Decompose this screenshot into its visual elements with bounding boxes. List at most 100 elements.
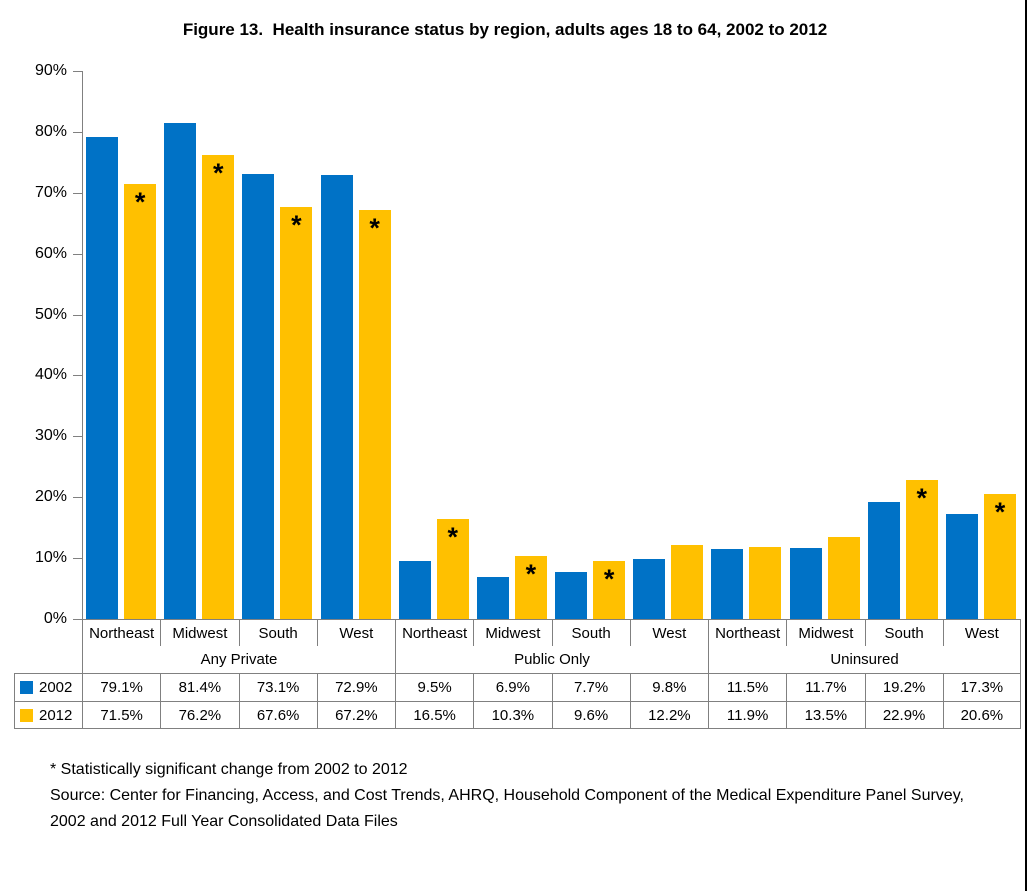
bar-2012-midwest: *: [514, 556, 547, 619]
table-value-2002: 9.8%: [629, 673, 708, 701]
bar-column-west-3: *: [317, 71, 395, 619]
y-axis-tick-label: 80%: [34, 122, 67, 140]
y-axis-tick-mark: [73, 375, 82, 377]
table-value-2002: 7.7%: [551, 673, 630, 701]
significance-asterisk: *: [447, 521, 459, 552]
y-axis-tick-mark: [73, 131, 82, 133]
table-region-header: Northeast: [708, 619, 787, 646]
legend-swatch-2002: [20, 681, 33, 694]
y-axis-tick-label: 10%: [34, 549, 67, 567]
data-table: Northeast Midwest South West Northeast Midwes…: [14, 619, 1021, 729]
y-axis-tick-mark: [73, 314, 82, 316]
bar-column-northeast-8: [707, 71, 785, 619]
table-value-2002: 11.5%: [708, 673, 787, 701]
table-value-2012: 20.6%: [942, 701, 1021, 729]
y-axis-tick-mark: [73, 192, 82, 194]
table-legend-2012: 2012: [14, 701, 82, 729]
bar-column-northeast-4: *: [395, 71, 473, 619]
y-axis-tick-mark: [73, 71, 82, 72]
bar-2012-northeast: *: [124, 183, 157, 619]
y-axis-tick-label: 0%: [43, 610, 67, 627]
table-value-2002: 19.2%: [864, 673, 943, 701]
table-group-header: Uninsured: [708, 646, 1021, 673]
table-value-2012: 71.5%: [82, 701, 161, 729]
table-value-2012: 22.9%: [864, 701, 943, 729]
table-region-header: West: [629, 619, 708, 646]
table-value-2012: 9.6%: [551, 701, 630, 729]
legend-swatch-2012: [20, 708, 33, 722]
source-note: Source: Center for Financing, Access, an…: [50, 787, 964, 830]
table-value-2012: 76.2%: [160, 701, 239, 729]
table-region-header: West: [316, 619, 395, 646]
y-axis-tick-label: 60%: [34, 244, 67, 262]
bar-2002-midwest: [789, 547, 822, 619]
bar-2012-south: *: [905, 479, 938, 619]
table-value-2012: 67.6%: [238, 701, 317, 729]
chart-area: 90% 80% 70% 60% 50% 40% 30% 20% 10% 0% * * * * * * * * *: [34, 62, 1020, 627]
significance-asterisk: *: [916, 482, 928, 513]
table-value-2012: 12.2%: [629, 701, 708, 729]
y-axis-tick-mark: [73, 619, 82, 620]
table-value-2002: 73.1%: [238, 673, 317, 701]
y-axis-tick-label: 40%: [34, 366, 67, 384]
table-value-2002: 17.3%: [942, 673, 1021, 701]
table-value-2012: 16.5%: [395, 701, 474, 729]
significance-asterisk: *: [134, 186, 146, 217]
table-legend-2002: 2002: [14, 673, 82, 701]
table-region-header: South: [551, 619, 630, 646]
bar-2002-northeast: [398, 561, 431, 619]
bar-2002-midwest: [164, 123, 197, 619]
bar-column-west-7: [629, 71, 707, 619]
table-value-2002: 81.4%: [160, 673, 239, 701]
y-axis-tick-label: 90%: [34, 62, 67, 79]
bar-column-midwest-5: *: [473, 71, 551, 619]
table-region-header: South: [864, 619, 943, 646]
bar-2002-west: [320, 175, 353, 619]
bar-2012-northeast: *: [436, 518, 469, 619]
significance-asterisk: *: [291, 210, 302, 241]
table-value-2002: 6.9%: [473, 673, 552, 701]
table-group-header: Public Only: [395, 646, 708, 673]
table-value-2012: 13.5%: [786, 701, 865, 729]
legend-label-2012: 2012: [39, 706, 73, 724]
y-axis-line: [82, 71, 83, 619]
bar-2002-west: [945, 513, 978, 619]
bar-column-south-10: *: [864, 71, 942, 619]
bar-2012-west: [671, 544, 704, 619]
bar-2002-northeast: [86, 137, 119, 619]
table-value-2012: 11.9%: [708, 701, 787, 729]
bar-column-south-6: *: [551, 71, 629, 619]
bar-2012-midwest: [827, 536, 860, 619]
significance-asterisk: *: [994, 496, 1006, 527]
bar-column-south-2: *: [238, 71, 316, 619]
y-axis-tick-label: 70%: [34, 183, 67, 201]
table-region-header: South: [238, 619, 317, 646]
bar-2012-west: *: [983, 493, 1016, 619]
y-axis-tick-label: 20%: [34, 488, 67, 506]
y-axis-tick-mark: [73, 497, 82, 499]
bar-2012-west: *: [358, 209, 391, 619]
significance-asterisk: *: [603, 563, 615, 594]
bar-2002-west: [633, 559, 666, 619]
y-axis-tick-label: 50%: [34, 305, 67, 323]
table-value-2012: 67.2%: [316, 701, 395, 729]
table-region-header: Midwest: [473, 619, 552, 646]
y-axis-tick-mark: [73, 436, 82, 438]
bar-column-northeast-0: *: [82, 71, 160, 619]
table-region-header: Northeast: [82, 619, 161, 646]
bar-2002-northeast: [711, 548, 744, 619]
bar-2012-south: *: [280, 207, 313, 619]
table-value-2002: 9.5%: [395, 673, 474, 701]
significance-note: * Statistically significant change from …: [50, 761, 408, 778]
table-value-2002: 79.1%: [82, 673, 161, 701]
bar-2012-south: *: [593, 560, 626, 619]
table-region-header: Midwest: [160, 619, 239, 646]
bar-column-west-11: *: [942, 71, 1020, 619]
bar-2002-south: [867, 502, 900, 619]
table-value-2002: 72.9%: [316, 673, 395, 701]
significance-asterisk: *: [525, 559, 537, 590]
bar-2002-south: [555, 572, 588, 619]
table-value-2012: 10.3%: [473, 701, 552, 729]
significance-asterisk: *: [212, 158, 224, 189]
